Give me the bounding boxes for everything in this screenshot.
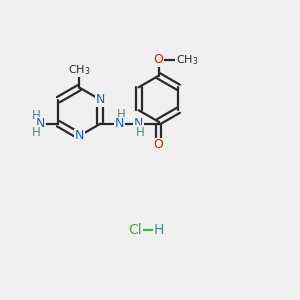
Text: CH$_3$: CH$_3$ [176, 53, 198, 67]
Text: O: O [154, 53, 164, 66]
Text: N: N [96, 93, 105, 106]
Text: O: O [154, 139, 164, 152]
Text: Cl: Cl [128, 223, 142, 236]
Text: N: N [134, 117, 143, 130]
Text: H: H [32, 109, 41, 122]
Text: N: N [115, 117, 124, 130]
Text: N: N [36, 117, 45, 130]
Text: CH$_3$: CH$_3$ [68, 63, 91, 77]
Text: H: H [154, 223, 164, 236]
Text: H: H [116, 109, 125, 122]
Text: N: N [75, 129, 84, 142]
Text: H: H [32, 125, 41, 139]
Text: H: H [136, 126, 144, 139]
